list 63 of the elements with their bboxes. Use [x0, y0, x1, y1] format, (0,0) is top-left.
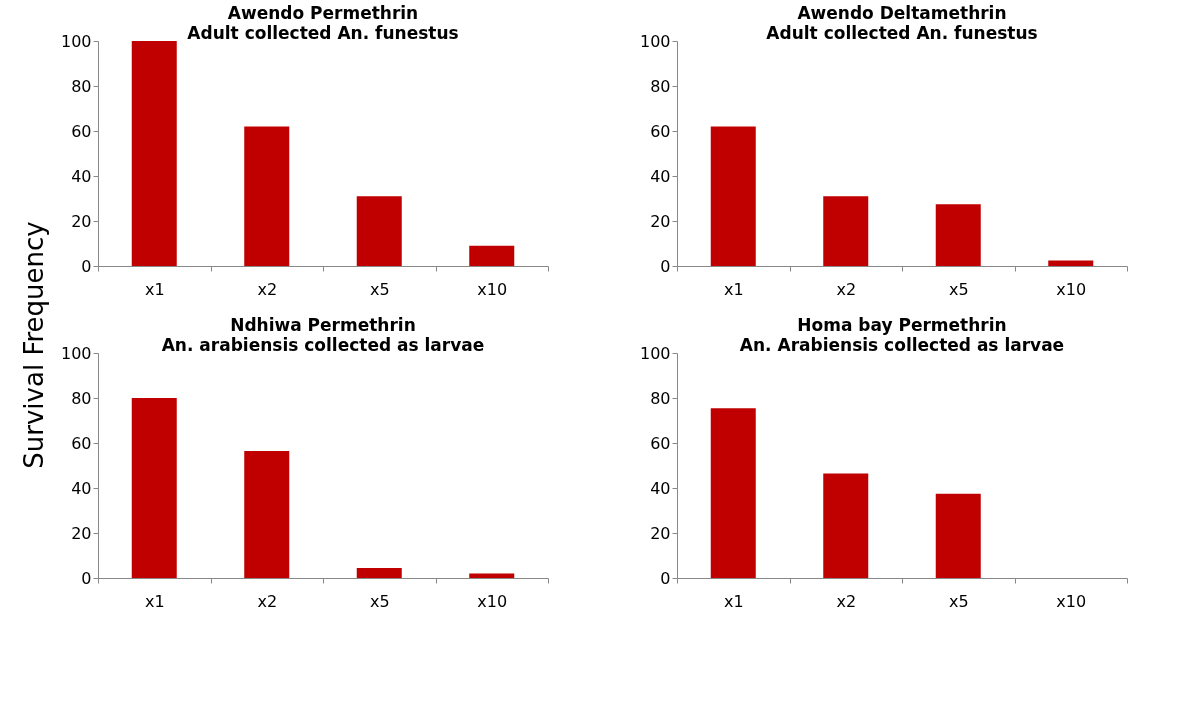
bar [710, 126, 756, 266]
y-tick-label: 40 [650, 166, 671, 186]
y-tick-label: 40 [650, 478, 671, 498]
y-tick-label: 80 [650, 388, 671, 408]
x-tick-label: x1 [144, 279, 165, 299]
y-tick-label: 80 [71, 76, 92, 96]
y-axis-title: Survival Frequency [19, 221, 49, 469]
x-tick-label: x5 [948, 279, 969, 299]
y-tick-label: 80 [71, 388, 92, 408]
y-tick-label: 100 [639, 343, 671, 363]
x-tick-label: x10 [1056, 279, 1087, 299]
x-tick-label: x5 [369, 279, 390, 299]
x-tick-label: x1 [723, 279, 744, 299]
y-tick-label: 60 [650, 121, 671, 141]
y-tick-label: 40 [71, 166, 92, 186]
y-tick-label: 100 [639, 31, 671, 51]
y-tick-label: 0 [81, 568, 92, 588]
bar [356, 567, 402, 578]
chart-title: Homa bay Permethrin [797, 315, 1007, 335]
bar [356, 196, 402, 266]
chart-title: Ndhiwa Permethrin [230, 315, 416, 335]
x-tick-label: x2 [836, 591, 857, 611]
bar [823, 473, 869, 578]
bar [244, 126, 290, 266]
y-tick-label: 60 [650, 433, 671, 453]
y-tick-label: 60 [71, 121, 92, 141]
bar [131, 41, 177, 266]
x-tick-label: x5 [948, 591, 969, 611]
bar [244, 450, 290, 578]
chart-title: Awendo Deltamethrin [797, 3, 1007, 23]
x-tick-label: x10 [1056, 591, 1087, 611]
y-tick-label: 20 [650, 211, 671, 231]
y-tick-label: 100 [60, 343, 92, 363]
x-tick-label: x5 [369, 591, 390, 611]
y-tick-label: 20 [71, 523, 92, 543]
x-tick-label: x1 [723, 591, 744, 611]
y-tick-label: 80 [650, 76, 671, 96]
chart-subtitle: An. Arabiensis collected as larvae [739, 335, 1065, 355]
chart-subtitle: An. arabiensis collected as larvae [161, 335, 485, 355]
bar [935, 493, 981, 578]
y-tick-label: 0 [81, 256, 92, 276]
y-tick-label: 0 [660, 256, 671, 276]
bar [1048, 260, 1094, 266]
chart-title: Awendo Permethrin [227, 3, 419, 23]
y-tick-label: 0 [660, 568, 671, 588]
x-tick-label: x10 [477, 279, 508, 299]
bar [823, 196, 869, 266]
y-tick-label: 20 [650, 523, 671, 543]
x-tick-label: x2 [257, 279, 278, 299]
bar [469, 245, 515, 266]
x-tick-label: x2 [836, 279, 857, 299]
x-tick-label: x2 [257, 591, 278, 611]
chart-subtitle: Adult collected An. funestus [187, 23, 459, 43]
y-tick-label: 100 [60, 31, 92, 51]
bar [131, 398, 177, 578]
y-tick-label: 60 [71, 433, 92, 453]
x-tick-label: x10 [477, 591, 508, 611]
x-tick-label: x1 [144, 591, 165, 611]
y-tick-label: 40 [71, 478, 92, 498]
y-tick-label: 20 [71, 211, 92, 231]
bar [710, 408, 756, 578]
chart-subtitle: Adult collected An. funestus [766, 23, 1038, 43]
bar [935, 204, 981, 266]
